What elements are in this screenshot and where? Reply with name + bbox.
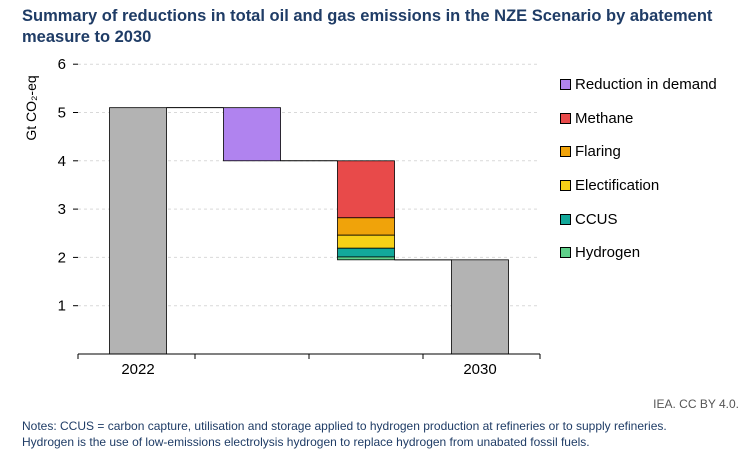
y-tick-label: 2 <box>58 249 66 266</box>
legend-label: Electification <box>575 177 660 195</box>
connector-lines <box>166 107 452 261</box>
legend: Reduction in demand Methane Flaring Electif… <box>560 68 717 270</box>
bar-2030 <box>451 259 509 355</box>
y-axis-label: Gt CO₂-eq <box>23 75 39 140</box>
bar-electification <box>337 234 395 249</box>
legend-swatch <box>560 180 571 192</box>
waterfall-chart: 1 2 3 4 5 6 Gt CO₂-eq 2022 2030 <box>23 56 541 378</box>
bar-hydrogen <box>337 256 395 261</box>
x-tick-label: 2030 <box>463 361 496 378</box>
bar-reduction-in-demand <box>223 107 281 162</box>
legend-swatch <box>560 146 571 158</box>
legend-item-flaring: Flaring <box>560 135 717 169</box>
bars <box>109 107 509 355</box>
legend-label: Methane <box>575 109 634 127</box>
chart-title: Summary of reductions in total oil and g… <box>22 7 713 46</box>
legend-label: CCUS <box>575 210 618 228</box>
legend-swatch <box>560 213 571 225</box>
legend-swatch <box>560 247 571 259</box>
y-tick-label: 5 <box>58 105 66 122</box>
notes: Notes: CCUS = carbon capture, utilisatio… <box>22 418 747 450</box>
legend-swatch <box>560 79 571 91</box>
y-tick-label: 1 <box>58 298 66 315</box>
legend-label: Reduction in demand <box>575 76 717 94</box>
legend-label: Hydrogen <box>575 244 641 262</box>
x-tick-label: 2022 <box>121 361 154 378</box>
legend-item-electification: Electification <box>560 169 717 203</box>
legend-swatch <box>560 112 571 124</box>
y-tick-label: 3 <box>58 201 66 218</box>
bar-2022 <box>109 107 167 355</box>
legend-label: Flaring <box>575 143 621 161</box>
bar-methane <box>337 160 395 219</box>
bar-flaring <box>337 217 395 236</box>
bar-ccus <box>337 247 395 258</box>
legend-item-methane: Methane <box>560 102 717 136</box>
notes-line-2: Hydrogen is the use of low-emissions ele… <box>22 435 590 449</box>
legend-item-ccus: CCUS <box>560 202 717 236</box>
y-tick-label: 4 <box>58 153 66 170</box>
legend-item-hydrogen: Hydrogen <box>560 236 717 270</box>
legend-item-reduction-in-demand: Reduction in demand <box>560 68 717 102</box>
y-tick-label: 6 <box>58 56 66 73</box>
notes-line-1: Notes: CCUS = carbon capture, utilisatio… <box>22 419 667 433</box>
y-axis: 1 2 3 4 5 6 <box>58 56 78 315</box>
x-axis: 2022 2030 <box>77 353 541 378</box>
credit-text: IEA. CC BY 4.0. <box>653 397 739 411</box>
